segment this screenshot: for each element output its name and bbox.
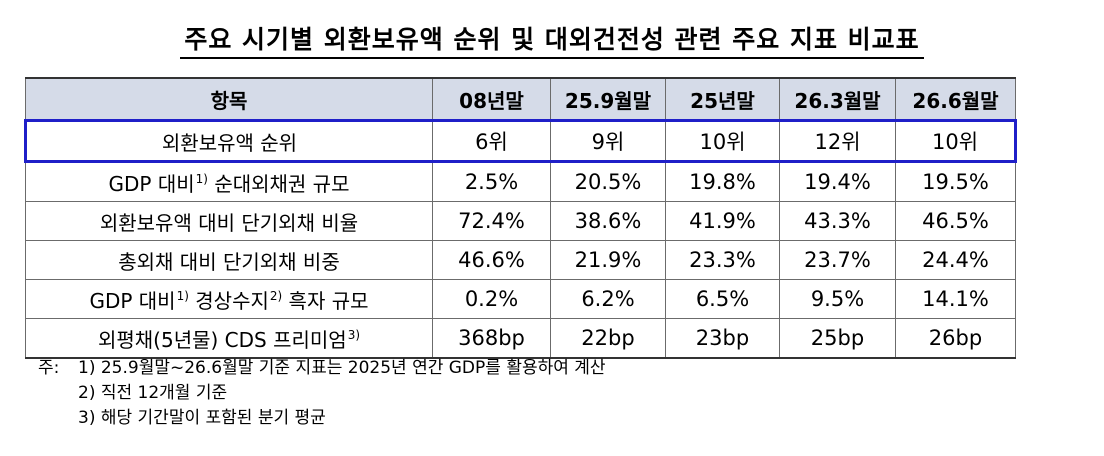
footnote-marker: 2) (269, 288, 283, 303)
footnote-marker: 1) (195, 171, 208, 186)
table-cell: 368bp (432, 318, 551, 359)
table-cell: 6위 (432, 119, 551, 163)
footnote-2: 2) 직전 12개월 기준 (38, 381, 606, 406)
table-cell: 9위 (550, 119, 666, 163)
table-cell: 21.9% (550, 240, 666, 280)
table-cell: 22bp (550, 318, 666, 359)
table-cell: 10위 (895, 119, 1017, 163)
header-col-25-sep: 25.9월말 (550, 77, 666, 121)
row-label: 외환보유액 대비 단기외채 비율 (25, 201, 433, 241)
table-cell: 20.5% (550, 161, 666, 202)
page-title: 주요 시기별 외환보유액 순위 및 대외건전성 관련 주요 지표 비교표 (0, 20, 1104, 59)
table-cell: 23bp (665, 318, 780, 359)
title-text: 주요 시기별 외환보유액 순위 및 대외건전성 관련 주요 지표 비교표 (180, 20, 924, 59)
table-cell: 23.3% (665, 240, 780, 280)
header-col-26-mar: 26.3월말 (779, 77, 896, 121)
footnote-text: 3) 해당 기간말이 포함된 분기 평균 (78, 408, 326, 428)
table-cell: 6.5% (665, 279, 780, 319)
table-row-current-account: GDP 대비1) 경상수지2) 흑자 규모 0.2% 6.2% 6.5% 9.5… (25, 279, 1016, 319)
table-cell: 2.5% (432, 161, 551, 202)
table-cell: 10위 (665, 119, 780, 163)
table-cell: 41.9% (665, 201, 780, 241)
footnote-marker: 1) (176, 288, 189, 303)
table-cell: 19.4% (779, 161, 896, 202)
table-cell: 12위 (779, 119, 896, 163)
row-label: 총외채 대비 단기외채 비중 (25, 240, 433, 280)
footnote-1: 주: 1) 25.9월말~26.6월말 기준 지표는 2025년 연간 GDP를… (38, 356, 606, 381)
row-label: 외환보유액 순위 (24, 119, 433, 163)
table-cell: 6.2% (550, 279, 666, 319)
footnote-marker: 3) (347, 327, 361, 342)
table-cell: 23.7% (779, 240, 896, 280)
table-cell: 0.2% (432, 279, 551, 319)
table-cell: 25bp (779, 318, 896, 359)
table-cell: 46.6% (432, 240, 551, 280)
footnote-prefix: 주: (38, 358, 60, 378)
row-label: GDP 대비1) 순대외채권 규모 (25, 161, 433, 202)
table-cell: 38.6% (550, 201, 666, 241)
footnote-text: 1) 25.9월말~26.6월말 기준 지표는 2025년 연간 GDP를 활용… (78, 358, 606, 378)
table-cell: 19.8% (665, 161, 780, 202)
table-row-net-external-claims: GDP 대비1) 순대외채권 규모 2.5% 20.5% 19.8% 19.4%… (25, 161, 1016, 202)
table-header-row: 항목 08년말 25.9월말 25년말 26.3월말 26.6월말 (25, 77, 1016, 121)
table-cell: 46.5% (895, 201, 1016, 241)
table-cell: 43.3% (779, 201, 896, 241)
table-cell: 24.4% (895, 240, 1016, 280)
table-cell: 9.5% (779, 279, 896, 319)
table-cell: 26bp (895, 318, 1016, 359)
table-row-cds-premium: 외평채(5년물) CDS 프리미엄3) 368bp 22bp 23bp 25bp… (25, 318, 1016, 359)
row-label: GDP 대비1) 경상수지2) 흑자 규모 (25, 279, 433, 319)
table-cell: 19.5% (895, 161, 1016, 202)
comparison-table: 항목 08년말 25.9월말 25년말 26.3월말 26.6월말 외환보유액 … (24, 77, 1017, 359)
table-row-reserve-rank: 외환보유액 순위 6위 9위 10위 12위 10위 (24, 119, 1017, 163)
header-item: 항목 (25, 77, 433, 121)
row-label: 외평채(5년물) CDS 프리미엄3) (25, 318, 433, 359)
header-col-26-jun: 26.6월말 (895, 77, 1016, 121)
footnote-3: 3) 해당 기간말이 포함된 분기 평균 (38, 406, 606, 431)
header-col-25-end: 25년말 (665, 77, 780, 121)
footnote-text: 2) 직전 12개월 기준 (78, 383, 228, 403)
table-row-short-debt-to-reserves: 외환보유액 대비 단기외채 비율 72.4% 38.6% 41.9% 43.3%… (25, 201, 1016, 241)
footnotes: 주: 1) 25.9월말~26.6월말 기준 지표는 2025년 연간 GDP를… (38, 356, 606, 431)
table-cell: 72.4% (432, 201, 551, 241)
header-col-08-end: 08년말 (432, 77, 551, 121)
table-row-short-debt-share: 총외채 대비 단기외채 비중 46.6% 21.9% 23.3% 23.7% 2… (25, 240, 1016, 280)
table-cell: 14.1% (895, 279, 1016, 319)
